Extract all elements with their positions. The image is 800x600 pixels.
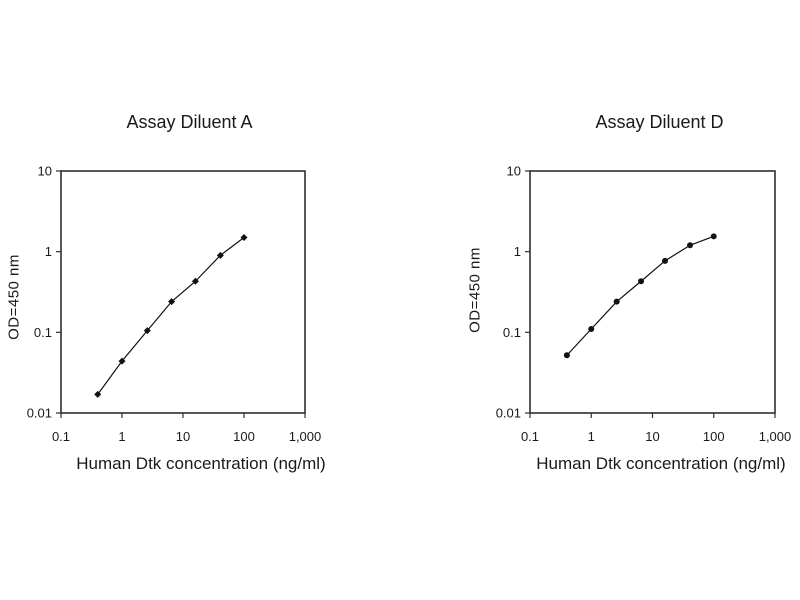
chart-d-title: Assay Diluent D [595, 112, 724, 132]
y-tick-label: 0.1 [34, 325, 52, 340]
plot-frame [529, 170, 776, 414]
x-tick-label: 1,000 [759, 429, 792, 444]
data-point-marker [710, 233, 717, 240]
y-tick-label: 0.1 [503, 325, 521, 340]
x-tick-label: 100 [703, 429, 725, 444]
chart-a-title: Assay Diluent A [126, 112, 253, 132]
y-tick-label: 1 [45, 244, 52, 259]
y-tick-label: 10 [507, 164, 521, 179]
chart-d-x-axis-label: Human Dtk concentration (ng/ml) [536, 454, 786, 473]
data-point-marker [613, 298, 620, 305]
data-point-marker [588, 325, 595, 332]
y-tick-label: 10 [38, 164, 52, 179]
data-point-marker [216, 251, 224, 259]
data-point-marker [638, 278, 645, 285]
series-line [97, 236, 245, 395]
series-line [566, 235, 714, 356]
data-point-marker [168, 298, 176, 306]
x-tick-label: 1 [588, 429, 595, 444]
x-tick-label: 1 [118, 429, 125, 444]
data-point-marker [143, 327, 151, 335]
x-tick-label: 10 [645, 429, 659, 444]
data-point-marker [191, 277, 199, 285]
data-point-marker [687, 242, 694, 249]
x-tick-label: 10 [176, 429, 190, 444]
y-tick-label: 1 [514, 244, 521, 259]
data-point-marker [662, 257, 669, 264]
data-point-marker [563, 352, 570, 359]
y-tick-label: 0.01 [496, 406, 521, 421]
y-tick-label: 0.01 [27, 406, 52, 421]
x-tick-label: 0.1 [52, 429, 70, 444]
data-point-marker [118, 357, 126, 365]
x-tick-label: 0.1 [521, 429, 539, 444]
data-point-marker [94, 390, 102, 398]
chart-a-y-axis-label: OD=450 nm [5, 254, 23, 340]
x-tick-label: 100 [233, 429, 255, 444]
data-point-marker [240, 233, 248, 241]
chart-d-y-axis-label: OD=450 nm [466, 247, 484, 333]
chart-a-x-axis-label: Human Dtk concentration (ng/ml) [76, 454, 326, 473]
x-tick-label: 1,000 [289, 429, 322, 444]
